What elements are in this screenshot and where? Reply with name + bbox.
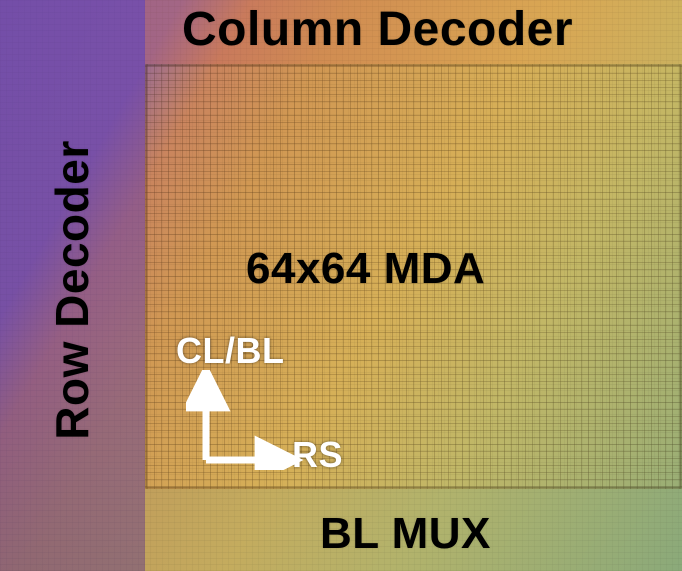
axis-arrows-icon: [186, 370, 306, 470]
row-decoder-label: Row Decoder: [45, 140, 99, 439]
clbl-axis-label: CL/BL: [176, 330, 284, 372]
mda-array-label: 64x64 MDA: [246, 244, 485, 294]
column-decoder-label: Column Decoder: [182, 2, 573, 57]
chip-micrograph-diagram: Column Decoder Row Decoder 64x64 MDA BL …: [0, 0, 682, 571]
bl-mux-label: BL MUX: [320, 509, 491, 559]
